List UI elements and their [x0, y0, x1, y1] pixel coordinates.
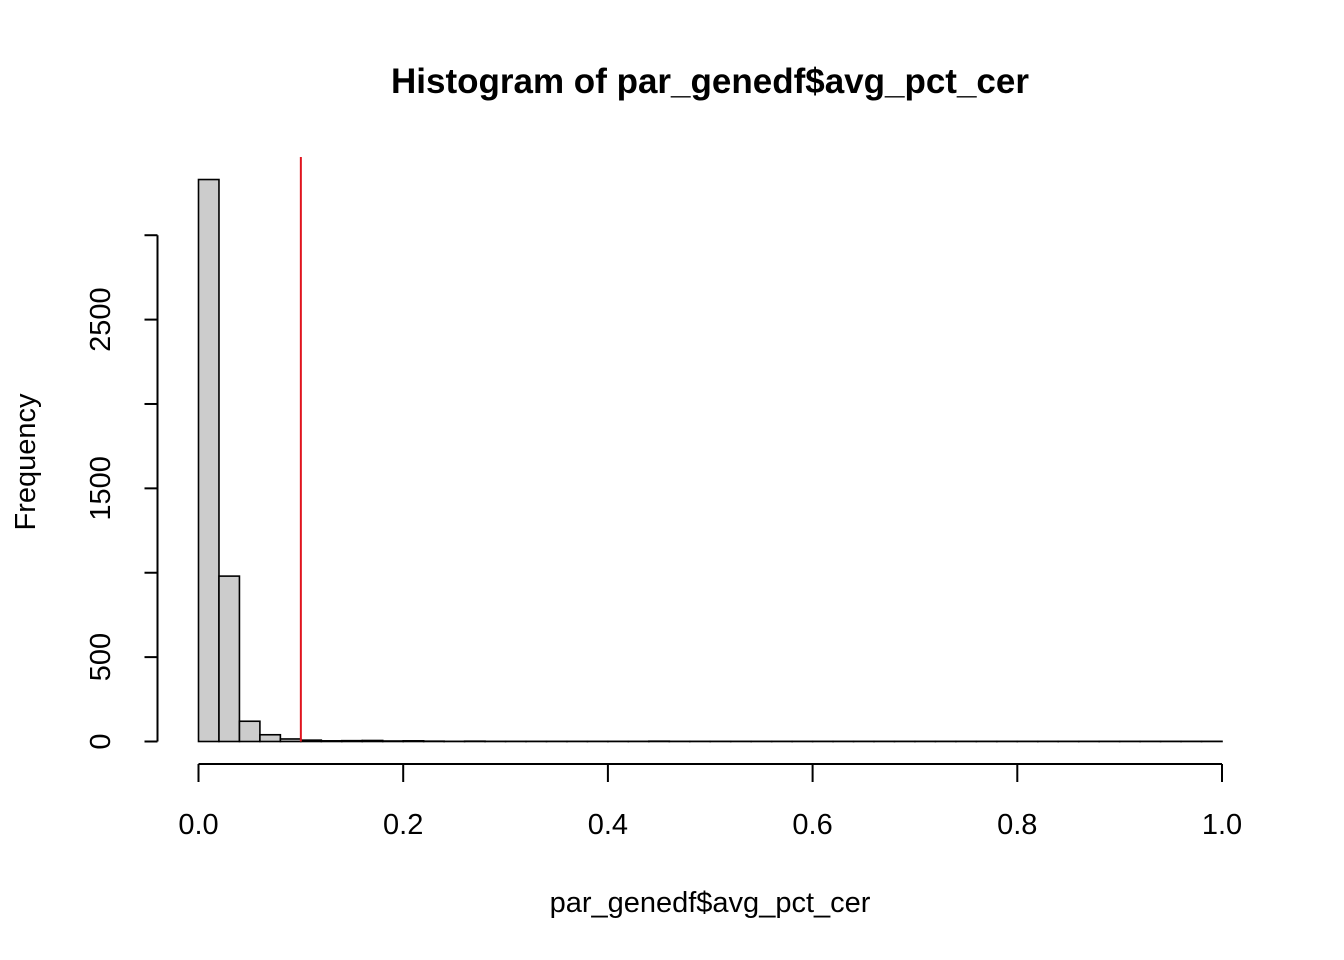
x-tick-label: 0.6: [792, 809, 832, 841]
y-tick-label: 2500: [85, 287, 117, 352]
x-axis-label: par_genedf$avg_pct_cer: [550, 887, 871, 919]
y-tick-label: 0: [85, 733, 117, 749]
histogram-bar: [218, 575, 241, 743]
y-tick-label: 1500: [85, 456, 117, 521]
histogram-bar: [320, 740, 343, 743]
histogram-bar: [361, 739, 384, 743]
x-tick-label: 0.2: [383, 809, 423, 841]
histogram-bars: [197, 178, 1223, 743]
x-tick-label: 0.0: [178, 809, 218, 841]
histogram-bar: [279, 738, 302, 743]
y-axis-label: Frequency: [10, 393, 42, 531]
x-tick-label: 0.4: [588, 809, 628, 841]
histogram-bar: [238, 720, 261, 743]
histogram-bar: [259, 733, 282, 743]
histogram-bar: [197, 178, 220, 743]
histogram-bar: [340, 739, 364, 743]
chart-title: Histogram of par_genedf$avg_pct_cer: [391, 62, 1029, 101]
histogram-bar: [402, 740, 425, 743]
histogram-bar: [381, 740, 405, 743]
x-axis: 0.0 0.2 0.4 0.6 0.8 1.0: [178, 763, 1242, 841]
histogram-bar: [300, 739, 323, 743]
x-tick-label: 1.0: [1202, 809, 1242, 841]
y-tick-label: 500: [85, 633, 117, 681]
x-tick-label: 0.8: [997, 809, 1037, 841]
y-axis: 0 500 1500 2500: [85, 234, 159, 750]
